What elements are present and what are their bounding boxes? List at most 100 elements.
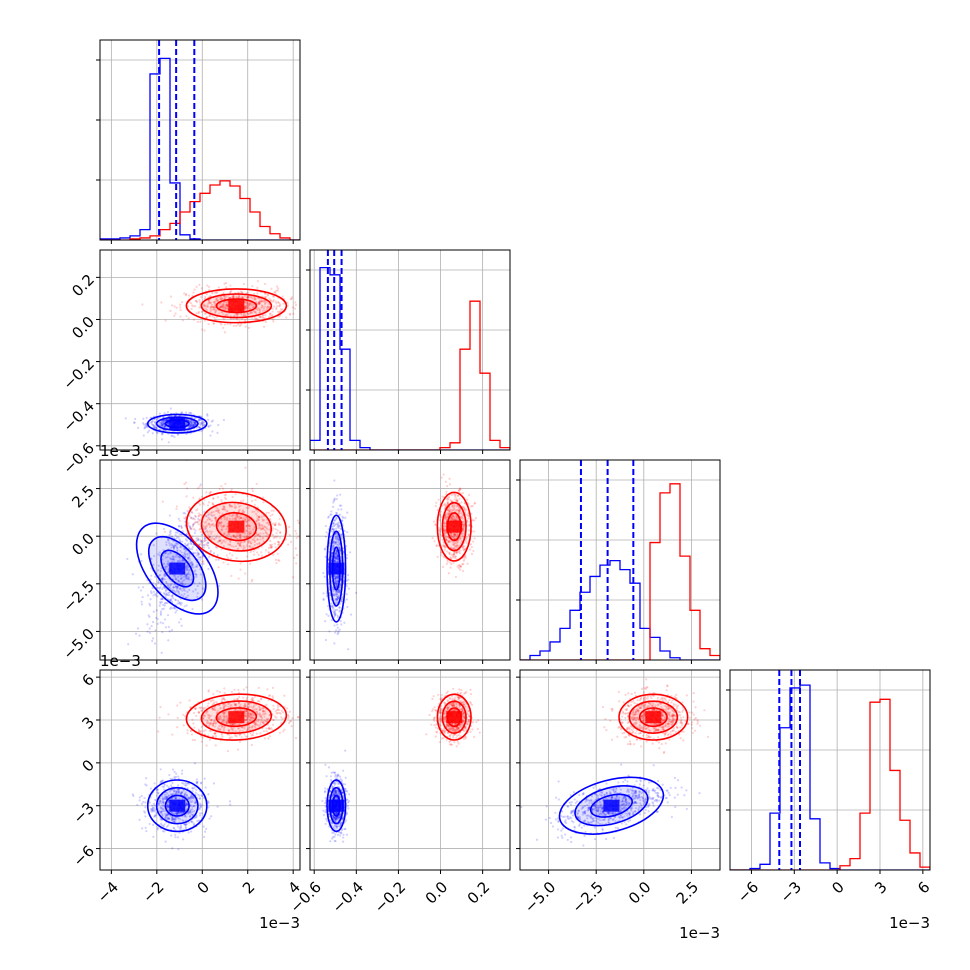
contour-a-0 [164, 419, 190, 429]
panel-0-0 [96, 39, 301, 244]
histogram-series-a [730, 684, 930, 870]
x-tick-label: 0.0 [625, 878, 655, 908]
contour-a-2 [135, 522, 219, 615]
x-tick-label: −6 [734, 878, 762, 906]
contour-b-0 [215, 707, 258, 728]
density-core-b [228, 520, 245, 533]
contour-b-1 [628, 700, 679, 734]
contour-b-2 [185, 693, 288, 741]
density-core-b [228, 299, 245, 312]
x-tick-label: −2.5 [568, 878, 606, 916]
contour-a-0 [164, 794, 190, 817]
density-core-a [169, 799, 186, 812]
x-tick-label: 0.2 [464, 878, 494, 908]
contour-a-2 [146, 779, 208, 833]
panel-1-0: −0.6 −0.4 −0.2 0.0 0.2 [60, 249, 301, 478]
contour-b-0 [215, 512, 258, 542]
panel-frame [309, 669, 511, 871]
x-tick-label: 2 [239, 878, 258, 897]
density-core-b [645, 711, 662, 724]
contour-a-0 [331, 546, 341, 591]
contour-a-1 [329, 786, 344, 825]
contour-b-1 [200, 293, 273, 319]
x-tick-label: 0 [194, 878, 213, 897]
contour-a-1 [155, 786, 199, 825]
contour-b-2 [185, 491, 287, 563]
density-core-b [228, 711, 245, 724]
offset-label-col4: 1e−3 [889, 914, 930, 932]
x-tick-label: −0.4 [329, 878, 367, 916]
x-tick-label: −5.0 [521, 878, 559, 916]
histogram-series-a [100, 57, 300, 240]
panel-3-2: −5.0 −2.5 0.0 2.5 [516, 669, 721, 917]
panel-2-2 [516, 459, 721, 664]
contour-a-2 [326, 514, 347, 623]
contour-b-0 [446, 707, 462, 728]
scatter-series-b [161, 460, 300, 583]
y-tick-label: 2.5 [68, 482, 98, 512]
contour-a-2 [326, 779, 347, 833]
density-core-a [169, 562, 186, 575]
y-tick-label: −3 [70, 799, 98, 827]
x-tick-label: −3 [777, 878, 805, 906]
contour-a-2 [146, 413, 208, 434]
offset-label-col3: 1e−3 [679, 924, 720, 942]
x-tick-label: −2 [139, 878, 167, 906]
contour-a-1 [329, 530, 344, 607]
panel-3-1: −0.6 −0.4 −0.2 0.0 0.2 [286, 669, 511, 917]
panel-frame [99, 669, 301, 871]
contour-a-1 [574, 785, 649, 827]
y-tick-label: 0.0 [68, 313, 98, 343]
panel-frame [309, 459, 511, 661]
x-tick-label: −0.2 [371, 878, 409, 916]
x-tick-label: 2.5 [673, 878, 703, 908]
contour-b-2 [185, 288, 288, 324]
y-tick-label: 0.2 [68, 271, 98, 301]
contour-b-0 [215, 298, 258, 314]
contour-a-0 [160, 549, 195, 588]
contour-b-0 [446, 512, 462, 542]
x-tick-label: 0 [828, 878, 847, 897]
contour-b-2 [436, 491, 472, 562]
contour-b-1 [200, 700, 273, 735]
y-tick-label: 0.0 [68, 529, 98, 559]
y-tick-label: −0.6 [60, 439, 98, 477]
y-tick-label: 0 [79, 756, 98, 775]
contour-b-2 [436, 693, 472, 741]
panel-2-0: −5.0 −2.5 0.0 2.5 [60, 459, 301, 664]
histogram-series-b [520, 483, 720, 660]
histogram-series-a [310, 266, 510, 450]
histogram-series-b [310, 300, 510, 450]
contour-b-0 [638, 707, 668, 728]
panel-frame [519, 459, 721, 661]
density-core-b [446, 520, 463, 533]
density-core-a [603, 799, 620, 812]
histogram-series-b [730, 698, 930, 870]
panel-frame [99, 39, 301, 241]
panel-frame [99, 459, 301, 661]
contour-a-1 [155, 416, 199, 431]
contour-a-0 [589, 793, 634, 818]
x-tick-label: −4 [94, 878, 122, 906]
histogram-series-b [100, 180, 300, 240]
offset-label-col1: 1e−3 [259, 914, 300, 932]
y-tick-label: −5.0 [60, 625, 98, 663]
y-tick-label: 3 [79, 713, 98, 732]
y-tick-label: −0.2 [60, 355, 98, 393]
x-tick-label: 6 [914, 878, 933, 897]
contour-a-0 [331, 794, 341, 817]
panel-1-1 [306, 249, 511, 454]
offset-label-row4: 1e−3 [100, 652, 141, 670]
x-tick-label: 0.0 [422, 878, 452, 908]
y-tick-label: −0.4 [60, 397, 98, 435]
contour-a-2 [558, 776, 665, 835]
contour-b-1 [441, 501, 467, 552]
contour-b-2 [618, 693, 689, 741]
panel-frame [729, 669, 931, 871]
x-tick-label: 3 [871, 878, 890, 897]
panel-frame [519, 669, 721, 871]
y-tick-label: 6 [79, 670, 98, 689]
y-tick-label: −2.5 [60, 577, 98, 615]
contour-a-1 [147, 535, 207, 602]
panel-frame [99, 249, 301, 451]
